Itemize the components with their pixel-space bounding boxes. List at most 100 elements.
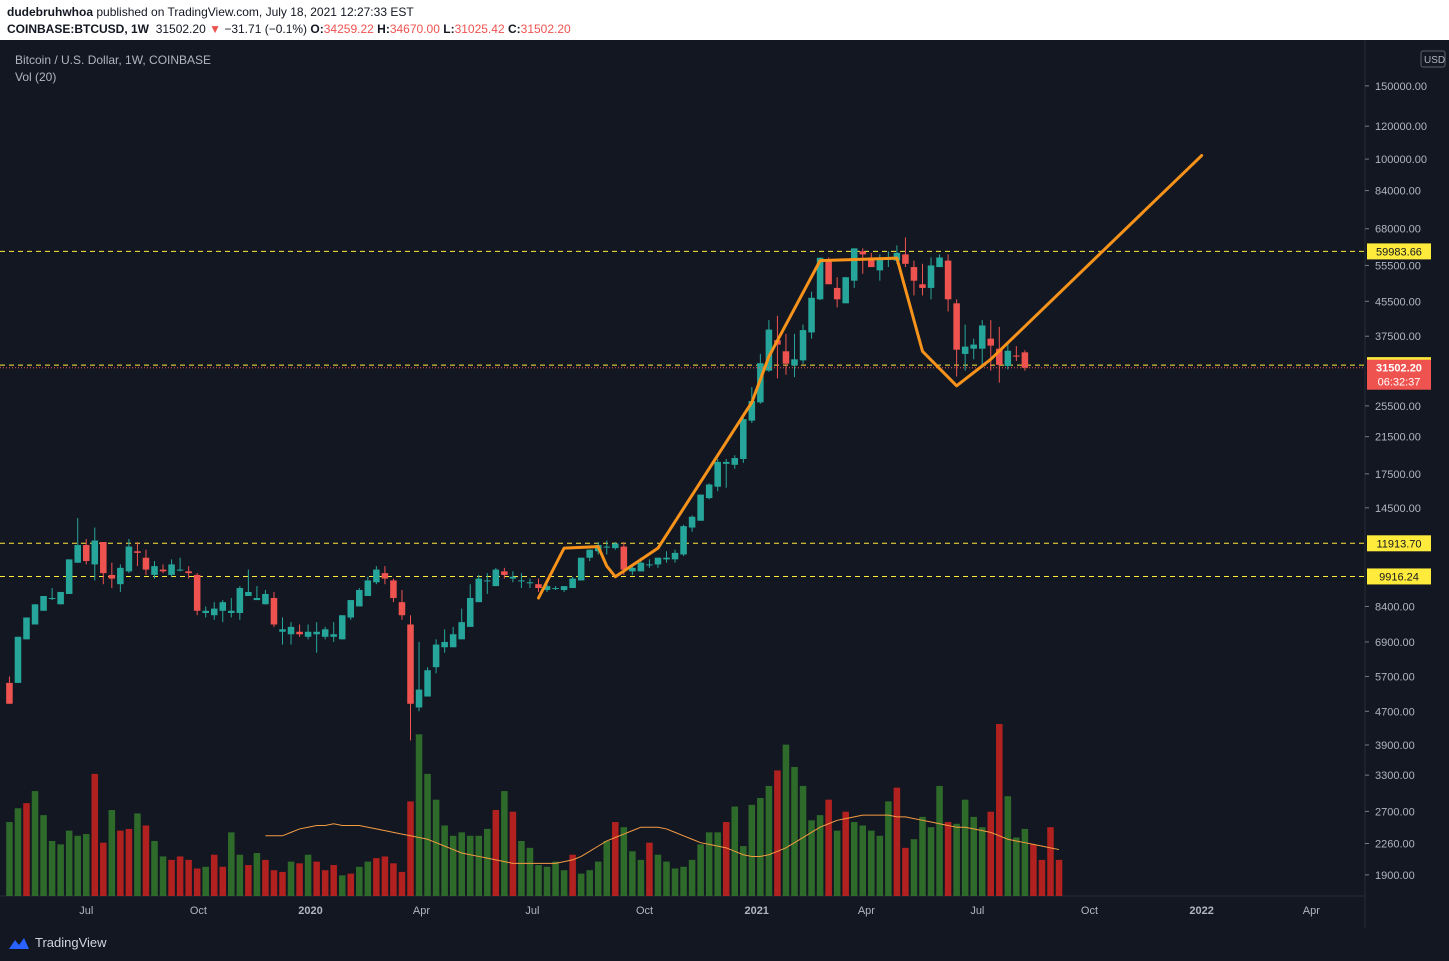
candle-body [509, 576, 517, 579]
candle-body [859, 251, 867, 255]
candle-body [782, 351, 790, 364]
y-tick-label: 150000.00 [1375, 81, 1427, 93]
volume-bar [612, 822, 619, 896]
candle-body [313, 631, 320, 635]
candle-body [961, 346, 969, 354]
published-text: published on TradingView.com, July 18, 2… [96, 5, 414, 19]
candle-body [176, 569, 184, 571]
candle-body [748, 400, 756, 421]
candle-body [236, 588, 244, 613]
volume-bar [279, 871, 286, 896]
author-name[interactable]: dudebruhwhoa [7, 5, 93, 19]
volume-bar [398, 871, 406, 896]
volume-bar [100, 842, 107, 896]
volume-bar [159, 856, 167, 896]
candle-body [159, 569, 167, 572]
candle-body [1021, 352, 1029, 368]
volume-bar [1055, 859, 1063, 896]
candle-body [791, 359, 798, 366]
volume-bar [552, 861, 559, 896]
volume-bar [125, 828, 133, 896]
volume-bar [859, 825, 867, 896]
candle-body [219, 602, 227, 611]
volume-bar [31, 791, 39, 896]
candle-body [168, 564, 175, 575]
volume-bar [228, 832, 235, 896]
volume-bar [876, 835, 884, 896]
volume-bar [23, 803, 30, 896]
candle-body [1013, 355, 1020, 357]
volume-bar [919, 816, 926, 896]
x-tick-label: Apr [858, 905, 875, 917]
candle-body [338, 615, 346, 640]
trend-drawing-line [536, 154, 1204, 600]
volume-bar [296, 863, 303, 896]
volume-bar [287, 861, 295, 896]
candle-body [535, 584, 542, 589]
x-tick-label: Jul [525, 905, 539, 917]
candle-body [125, 546, 133, 572]
candle-body [262, 593, 269, 605]
volume-bar [74, 835, 81, 896]
volume-bar [48, 840, 56, 896]
footer-bar: TradingView [0, 928, 1449, 961]
volume-bar [569, 854, 576, 896]
candle-body [688, 516, 696, 528]
candle-body [944, 260, 952, 300]
symbol-label: COINBASE:BTCUSD, 1W [7, 22, 150, 36]
x-tick-label: Oct [190, 905, 207, 917]
candle-body [910, 267, 918, 281]
tradingview-logo[interactable]: TradingView [8, 935, 107, 950]
volume-bar [774, 770, 781, 896]
volume-bar [893, 787, 901, 896]
price-chart[interactable]: 150000.00 120000.00 100000.00 84000.00 68000… [0, 40, 1449, 928]
volume-bar [82, 834, 90, 896]
volume-bar [654, 854, 662, 896]
volume-bar [1021, 828, 1029, 896]
candle-body [833, 287, 841, 300]
volume-bar [245, 865, 252, 896]
volume-bar [910, 839, 918, 896]
volume-bar [850, 822, 858, 896]
candle-body [108, 574, 116, 579]
candle-body [82, 545, 90, 562]
volume-bar [680, 866, 687, 896]
y-tick-label: 4700.00 [1375, 706, 1415, 718]
volume-bar [142, 825, 150, 896]
candle-body [304, 631, 312, 637]
volume-bar [1013, 837, 1020, 896]
candle-body [663, 557, 670, 560]
volume-bar [484, 828, 491, 896]
high-label: H: [377, 22, 390, 36]
candle-body [620, 546, 628, 570]
volume-bar [697, 844, 704, 896]
volume-legend: Vol (20) [15, 70, 57, 84]
y-tick-label: 1900.00 [1375, 870, 1415, 882]
close-value: 31502.20 [520, 22, 571, 36]
volume-bar [236, 854, 244, 896]
volume-bar [594, 861, 602, 896]
candle-body [919, 284, 926, 288]
volume-bar [91, 773, 99, 896]
change-value: −31.71 (−0.1%) [224, 22, 308, 36]
candle-body [586, 549, 593, 558]
candle-body [65, 559, 73, 594]
candle-body [321, 629, 329, 637]
candle-body [57, 591, 64, 605]
volume-bar [321, 870, 329, 896]
volume-bar [944, 822, 952, 896]
volume-bar [219, 866, 227, 896]
chart-panel[interactable]: 150000.00 120000.00 100000.00 84000.00 68000… [0, 40, 1449, 928]
volume-bar [6, 822, 13, 896]
volume-bar [381, 856, 389, 896]
volume-bar [14, 808, 22, 896]
volume-bar [176, 856, 184, 896]
volume-bar [432, 799, 440, 896]
volume-bar [996, 724, 1003, 896]
level-price-label: 59983.66 [1376, 246, 1422, 258]
candle-body [637, 562, 645, 572]
volume-bar [987, 811, 995, 896]
volume-bar [270, 870, 278, 896]
candle-body [953, 303, 960, 350]
candle-body [526, 582, 534, 584]
